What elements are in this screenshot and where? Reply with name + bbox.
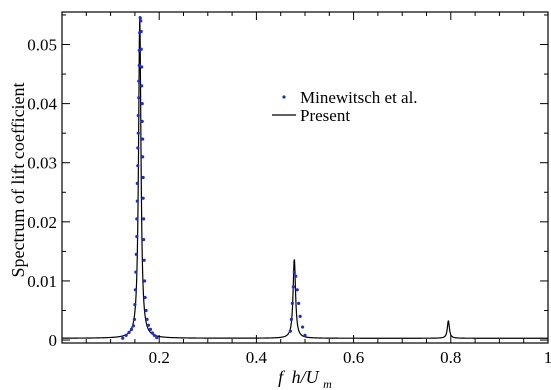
data-point-minewitsch bbox=[140, 119, 144, 123]
data-point-minewitsch bbox=[135, 235, 139, 239]
x-axis-label: f h/U m bbox=[278, 367, 332, 390]
x-axis-label-h-u: h/U bbox=[292, 367, 320, 387]
data-point-minewitsch bbox=[143, 279, 147, 283]
data-point-minewitsch bbox=[121, 336, 125, 340]
data-point-minewitsch bbox=[143, 295, 147, 300]
data-point-minewitsch bbox=[289, 317, 293, 321]
y-tick-label: 0.01 bbox=[27, 272, 57, 291]
data-point-minewitsch bbox=[135, 181, 139, 186]
data-point-minewitsch bbox=[133, 302, 137, 307]
data-point-minewitsch bbox=[136, 113, 140, 118]
data-point-minewitsch bbox=[148, 327, 153, 332]
data-point-minewitsch bbox=[137, 96, 141, 100]
data-point-minewitsch bbox=[140, 102, 144, 106]
data-point-minewitsch bbox=[155, 336, 159, 340]
x-tick-label: 1 bbox=[544, 348, 551, 367]
data-point-minewitsch bbox=[294, 274, 298, 278]
x-axis-label-subscript-m: m bbox=[323, 377, 332, 390]
data-point-minewitsch bbox=[131, 324, 136, 328]
y-tick-label: 0.04 bbox=[27, 95, 57, 114]
data-point-minewitsch bbox=[300, 325, 305, 329]
data-point-minewitsch bbox=[135, 217, 139, 221]
plot-frame bbox=[61, 11, 549, 344]
legend: Minewitsch et al. Present bbox=[272, 88, 418, 125]
chart-marks bbox=[62, 16, 548, 340]
data-point-minewitsch bbox=[136, 131, 140, 135]
data-point-minewitsch bbox=[137, 63, 141, 67]
data-point-minewitsch bbox=[124, 333, 128, 337]
data-point-minewitsch bbox=[290, 301, 294, 305]
data-point-minewitsch bbox=[136, 164, 140, 168]
x-axis-label-f: f bbox=[278, 367, 286, 387]
data-point-minewitsch bbox=[141, 196, 145, 200]
legend-label-present: Present bbox=[300, 106, 350, 125]
data-point-minewitsch bbox=[134, 270, 138, 274]
data-point-minewitsch bbox=[142, 217, 146, 221]
data-point-minewitsch bbox=[292, 270, 296, 274]
x-tick-label: 0.8 bbox=[440, 348, 461, 367]
data-point-minewitsch bbox=[142, 258, 146, 262]
data-point-minewitsch bbox=[134, 252, 138, 256]
data-point-minewitsch bbox=[303, 333, 307, 337]
data-point-minewitsch bbox=[140, 65, 144, 69]
data-point-minewitsch bbox=[141, 137, 145, 141]
data-point-minewitsch bbox=[139, 29, 143, 34]
data-point-minewitsch bbox=[136, 146, 140, 150]
y-tick-label: 0.03 bbox=[27, 154, 57, 173]
x-tick-label: 0.4 bbox=[246, 348, 268, 367]
data-point-minewitsch bbox=[144, 308, 148, 313]
legend-marker-minewitsch bbox=[282, 95, 286, 99]
y-tick-label: 0.05 bbox=[27, 36, 57, 55]
data-point-minewitsch bbox=[137, 79, 141, 83]
legend-label-minewitsch: Minewitsch et al. bbox=[300, 88, 418, 107]
data-point-minewitsch bbox=[139, 47, 143, 51]
data-point-minewitsch bbox=[145, 317, 149, 321]
data-point-minewitsch bbox=[291, 285, 295, 289]
data-point-minewitsch bbox=[141, 175, 145, 180]
data-point-minewitsch bbox=[132, 317, 137, 321]
data-point-minewitsch bbox=[298, 314, 302, 319]
data-point-minewitsch bbox=[139, 19, 143, 23]
x-tick-label: 0.6 bbox=[343, 348, 364, 367]
x-axis: 0.2 0.4 0.6 0.8 1 bbox=[85, 12, 551, 367]
data-point-minewitsch bbox=[150, 331, 154, 335]
data-point-minewitsch bbox=[152, 333, 156, 337]
data-point-minewitsch bbox=[127, 330, 131, 334]
data-point-minewitsch bbox=[141, 155, 145, 159]
data-point-minewitsch bbox=[142, 237, 146, 242]
y-axis-label: Spectrum of lift coefficient bbox=[8, 82, 28, 277]
y-axis: 0 0.01 0.02 0.03 0.04 0.05 bbox=[27, 14, 548, 350]
data-point-minewitsch bbox=[138, 16, 142, 20]
x-tick-label: 0.2 bbox=[149, 348, 170, 367]
data-point-minewitsch bbox=[297, 301, 301, 305]
data-point-minewitsch bbox=[146, 323, 151, 327]
data-point-minewitsch bbox=[129, 327, 134, 332]
data-point-minewitsch bbox=[133, 288, 137, 292]
y-tick-label: 0 bbox=[49, 331, 58, 350]
data-point-minewitsch bbox=[135, 199, 139, 203]
data-point-minewitsch bbox=[295, 288, 299, 292]
data-point-minewitsch bbox=[288, 329, 293, 333]
y-tick-label: 0.02 bbox=[27, 213, 57, 232]
data-point-minewitsch bbox=[140, 84, 144, 88]
